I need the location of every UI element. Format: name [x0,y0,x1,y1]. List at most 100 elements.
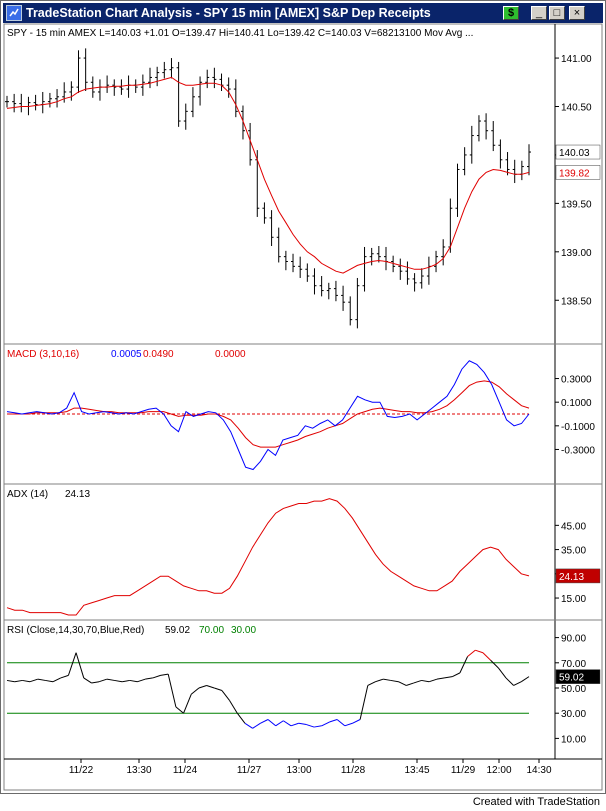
price-bar [341,285,346,311]
y-tick-label: 70.00 [561,659,586,670]
rsi-line-segment [275,720,284,727]
rsi-line-segment [83,677,92,684]
price-bar [298,256,303,278]
price-bar [348,296,353,326]
price-bar [276,227,281,263]
rsi-line-segment [267,719,276,727]
rsi-header: RSI (Close,14,30,70,Blue,Red) [7,625,144,636]
price-bar [448,198,453,253]
adx-last-label: 24.13 [559,572,584,583]
price-bar [283,250,288,271]
rsi-line-segment [45,679,54,683]
price-bar [262,202,267,224]
price-bar [469,125,474,164]
price-bar [505,152,510,176]
price-bar [326,282,331,300]
price-bar [33,94,38,111]
y-tick-label: 0.1000 [561,398,592,409]
rsi-line-segment [513,681,522,686]
rsi-line-segment [98,678,107,683]
close-button[interactable]: × [569,6,585,20]
rsi-line-segment [429,678,438,683]
price-bar [90,76,95,98]
rsi-line-segment [52,677,61,683]
rsi-line-segment [290,722,299,727]
rsi-line-segment [413,679,422,684]
x-tick-label: 13:30 [126,765,151,776]
y-tick-label: 139.00 [561,248,592,259]
price-bar [112,79,117,96]
rsi-line-segment [167,674,177,708]
rsi-line-segment [390,679,399,683]
rsi-line-segment [344,722,353,727]
price-bar [240,105,245,140]
x-tick-label: 11/22 [69,765,94,776]
rsi-line-segment [336,719,346,727]
rsi-line-segment [452,672,461,678]
tradestation-logo-icon [6,5,22,21]
rsi-line-segment [313,725,322,728]
price-bar [383,246,388,271]
moving-average-line [6,76,530,274]
chart-frame [3,23,603,791]
y-tick-label: 30.00 [561,709,586,720]
rsi-line-segment [444,676,453,679]
rsi-line-segment [106,678,115,681]
rsi-line-segment [129,679,138,683]
rsi-line-segment [436,677,445,680]
adx-value: 24.13 [65,489,90,500]
minimize-button[interactable]: _ [531,6,547,20]
rsi-line-segment [367,681,376,686]
rsi-line-segment [375,678,384,683]
maximize-button[interactable]: □ [549,6,565,20]
x-tick-label: 11/27 [237,765,262,776]
price-bar [19,93,24,113]
x-tick-label: 11/28 [341,765,366,776]
price-bar [205,69,210,89]
footer-credit: Created with TradeStation [472,796,600,808]
chart-window: TradeStation Chart Analysis - SPY 15 min… [0,0,606,794]
price-bar [233,79,238,118]
rsi-line-segment [459,656,469,674]
rsi-line-segment [198,685,207,689]
rsi-line-segment [490,659,499,669]
rsi-oversold-value: 30.00 [231,625,256,636]
price-bar [169,58,174,79]
macd-zero-value: 0.0000 [215,349,246,360]
rsi-line-segment [260,719,269,724]
price-bar [69,81,74,101]
price-bar [269,210,274,246]
price-bar [40,91,45,114]
price-header: SPY - 15 min AMEX L=140.03 +1.01 O=139.4… [7,28,473,39]
rsi-line-segment [160,673,169,676]
title-bar: TradeStation Chart Analysis - SPY 15 min… [3,3,603,23]
ma-value-label: 139.82 [559,168,590,179]
y-tick-label: 50.00 [561,684,586,695]
price-bar [148,67,153,89]
price-bar [333,280,338,302]
price-bar [441,239,446,266]
rsi-line-segment [467,649,476,657]
rsi-line-segment [22,679,31,683]
rsi-line-segment [521,676,530,683]
price-bar [183,103,188,130]
price-bar [355,277,360,329]
rsi-line-segment [421,679,430,683]
y-tick-label: 141.00 [561,54,592,65]
rsi-line-segment [6,679,15,683]
price-bar [76,50,81,93]
rsi-line-segment [67,652,77,676]
y-tick-label: 140.50 [561,103,592,114]
rsi-line-segment [406,682,415,686]
price-bar [97,79,102,101]
price-bar [5,95,9,108]
price-bar [519,160,524,181]
rsi-line-segment [175,706,184,714]
price-bar [527,144,531,176]
y-tick-label: 138.50 [561,296,592,307]
status-button[interactable]: $ [503,6,519,20]
price-bar [133,79,138,93]
price-bar [491,121,496,152]
rsi-line-segment [145,677,153,680]
rsi-line-segment [298,722,307,726]
